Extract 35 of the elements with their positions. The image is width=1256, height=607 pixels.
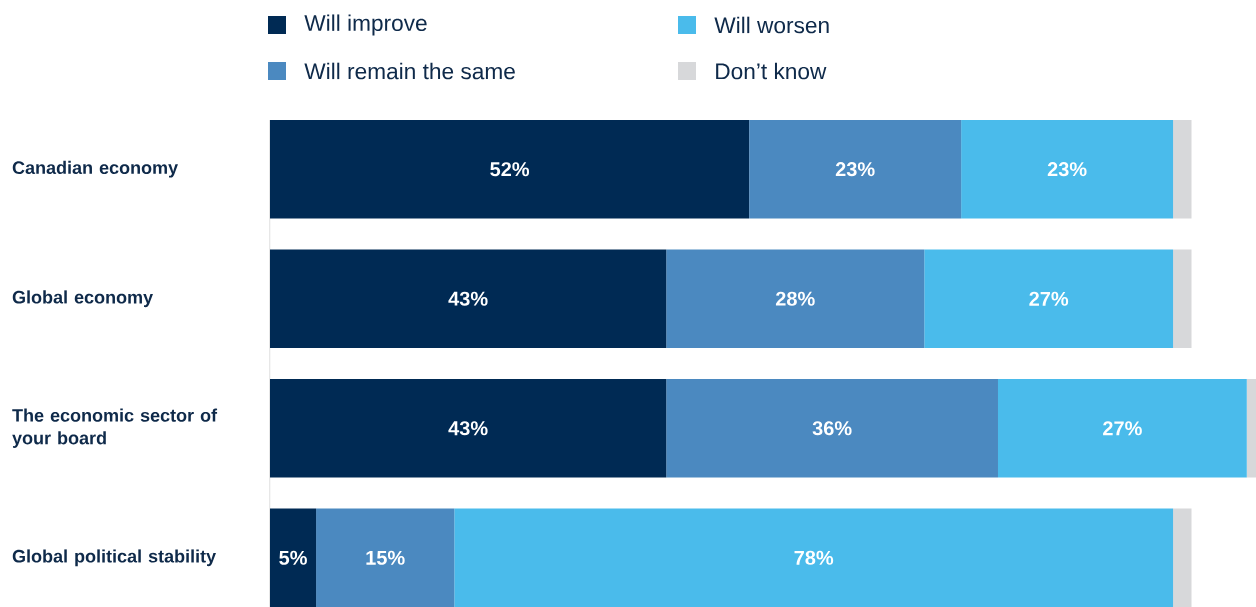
data-label: 5% (279, 550, 307, 565)
legend-label: Don’t know (716, 62, 827, 80)
bar (1173, 508, 1192, 607)
bar (924, 249, 1174, 348)
bar (961, 120, 1174, 219)
bar (666, 249, 925, 348)
y-tick-label: The economic sector of your board (12, 408, 218, 448)
data-label: 23% (1047, 162, 1087, 177)
data-label: 15% (366, 550, 405, 565)
bar (666, 379, 998, 478)
data-label: 23% (835, 162, 875, 177)
bar (1173, 120, 1192, 219)
bar (270, 379, 667, 478)
bar (270, 508, 317, 607)
data-label: 43% (448, 421, 488, 436)
data-label: 78% (794, 550, 834, 565)
y-tick-label: Canadian economy (12, 160, 178, 178)
legend-label: Will improve (304, 14, 427, 36)
bar (316, 508, 455, 607)
legend-label: Will remain the same (304, 62, 515, 80)
y-tick-label: Global political stability (12, 549, 216, 567)
data-label: 27% (1103, 421, 1142, 436)
data-label: 36% (812, 421, 852, 436)
bar (270, 249, 667, 348)
data-label: 28% (775, 291, 815, 306)
bar (749, 120, 962, 219)
bar (270, 120, 750, 219)
data-label: 27% (1029, 291, 1069, 306)
data-label: 43% (448, 291, 488, 306)
bar (997, 379, 1247, 478)
data-label: 52% (490, 162, 530, 177)
legend-label: Will worsen (714, 16, 829, 34)
bar (1173, 249, 1192, 348)
bar (454, 508, 1174, 607)
y-tick-label: Global economy (12, 290, 153, 308)
